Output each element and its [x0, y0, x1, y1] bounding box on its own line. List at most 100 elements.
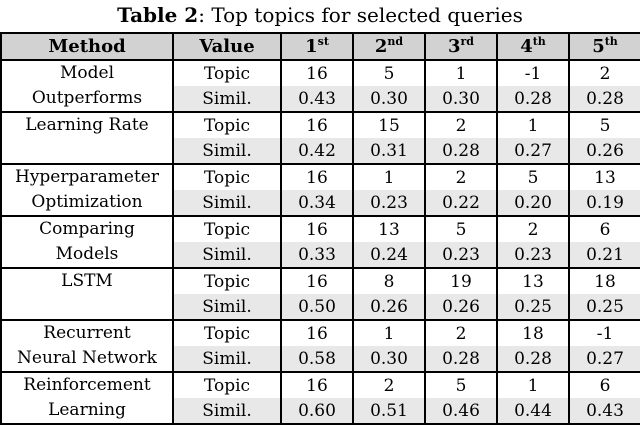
value-type-label: Topic [172, 215, 281, 242]
rank-ordinal-suffix: nd [387, 35, 404, 48]
column-header-value: Value [172, 33, 281, 61]
method-line: Neural Network [17, 348, 157, 368]
rank-number: 1 [305, 36, 318, 57]
topic-value-cell: 19 [424, 267, 497, 294]
topic-value-cell: 16 [280, 163, 353, 190]
simil-row: Simil. 0.58 0.30 0.28 0.28 0.27 [1, 346, 640, 372]
similarity-value-cell: 0.30 [352, 346, 425, 372]
value-type-label: Topic [172, 163, 281, 190]
topic-value-cell: 5 [496, 163, 569, 190]
similarity-value-cell: 0.51 [352, 398, 425, 424]
topic-value-cell: 2 [352, 371, 425, 398]
topic-row: Recurrent Neural Network Topic 16 1 2 18 -1 [0, 319, 640, 372]
topic-value-cell: 6 [568, 215, 640, 242]
method-line: Learning Rate [25, 115, 149, 135]
similarity-value-cell: 0.22 [424, 190, 497, 216]
similarity-value-cell: 0.27 [496, 138, 569, 164]
column-header-rank-1: 1st [280, 33, 353, 61]
column-header-rank-3: 3rd [424, 33, 497, 61]
topic-row: Model Outperforms Topic 16 5 1 -1 2 [0, 59, 640, 112]
value-type-label: Topic [172, 371, 281, 398]
topic-value-cell: 16 [280, 267, 353, 294]
simil-row: Simil. 0.34 0.23 0.22 0.20 0.19 [1, 190, 640, 216]
similarity-value-cell: 0.50 [280, 294, 353, 320]
similarity-value-cell: 0.23 [424, 242, 497, 268]
column-header-rank-4: 4th [496, 33, 569, 61]
similarity-value-cell: 0.26 [424, 294, 497, 320]
topic-value-cell: 1 [352, 163, 425, 190]
topic-value-cell: 1 [496, 371, 569, 398]
similarity-value-cell: 0.58 [280, 346, 353, 372]
topic-row: Comparing Models Topic 16 13 5 2 6 [0, 215, 640, 268]
topic-value-cell: 5 [352, 59, 425, 86]
topic-value-cell: 2 [496, 215, 569, 242]
value-type-label: Simil. [172, 86, 281, 112]
rank-number: 4 [520, 36, 533, 57]
method-cell: Model Outperforms [0, 59, 173, 112]
topic-value-cell: 16 [280, 215, 353, 242]
method-cell: Comparing Models [0, 215, 173, 268]
similarity-value-cell: 0.28 [424, 138, 497, 164]
topic-value-cell: 13 [496, 267, 569, 294]
method-cell: LSTM [0, 267, 173, 320]
topic-value-cell: -1 [496, 59, 569, 86]
similarity-value-cell: 0.43 [568, 398, 640, 424]
rank-ordinal-suffix: th [604, 35, 618, 48]
rank-number: 3 [447, 36, 461, 57]
topic-value-cell: 8 [352, 267, 425, 294]
value-type-label: Simil. [172, 294, 281, 320]
table-body: Model Outperforms Topic 16 5 1 -1 2 Simil. 0.43 0.… [0, 59, 640, 424]
similarity-value-cell: 0.31 [352, 138, 425, 164]
simil-row: Simil. 0.50 0.26 0.26 0.25 0.25 [1, 294, 640, 320]
method-line: Recurrent [43, 323, 131, 343]
topic-value-cell: 1 [352, 319, 425, 346]
topic-row: Reinforcement Learning Topic 16 2 5 1 6 [0, 371, 640, 424]
method-line: Hyperparameter [15, 167, 159, 187]
similarity-value-cell: 0.30 [424, 86, 497, 112]
topic-value-cell: 18 [568, 267, 640, 294]
topic-value-cell: 1 [424, 59, 497, 86]
method-cell: Reinforcement Learning [0, 371, 173, 424]
topic-value-cell: 5 [424, 371, 497, 398]
topic-value-cell: -1 [568, 319, 640, 346]
rank-number: 2 [374, 36, 388, 57]
method-cell: Recurrent Neural Network [0, 319, 173, 372]
topic-value-cell: 2 [424, 163, 497, 190]
similarity-value-cell: 0.21 [568, 242, 640, 268]
similarity-value-cell: 0.28 [568, 86, 640, 112]
column-header-rank-5: 5th [568, 33, 640, 61]
value-type-label: Topic [172, 59, 281, 86]
similarity-value-cell: 0.26 [568, 138, 640, 164]
similarity-value-cell: 0.28 [424, 346, 497, 372]
similarity-value-cell: 0.26 [352, 294, 425, 320]
rank-ordinal-suffix: rd [460, 35, 475, 48]
similarity-value-cell: 0.23 [496, 242, 569, 268]
method-line: Optimization [31, 192, 143, 212]
similarity-value-cell: 0.24 [352, 242, 425, 268]
similarity-value-cell: 0.60 [280, 398, 353, 424]
topic-value-cell: 2 [424, 111, 497, 138]
method-line: Learning [48, 400, 126, 420]
method-cell: Hyperparameter Optimization [0, 163, 173, 216]
simil-row: Simil. 0.43 0.30 0.30 0.28 0.28 [1, 86, 640, 112]
similarity-value-cell: 0.34 [280, 190, 353, 216]
table-caption: Table 2: Top topics for selected queries [0, 0, 640, 32]
simil-row: Simil. 0.33 0.24 0.23 0.23 0.21 [1, 242, 640, 268]
value-type-label: Simil. [172, 242, 281, 268]
similarity-value-cell: 0.25 [568, 294, 640, 320]
similarity-value-cell: 0.23 [352, 190, 425, 216]
rank-number: 5 [592, 36, 605, 57]
topic-value-cell: 16 [280, 319, 353, 346]
value-type-label: Simil. [172, 190, 281, 216]
rank-ordinal-suffix: th [532, 35, 546, 48]
topic-row: Learning Rate Topic 16 15 2 1 5 [0, 111, 640, 164]
similarity-value-cell: 0.33 [280, 242, 353, 268]
topic-value-cell: 1 [496, 111, 569, 138]
topic-value-cell: 18 [496, 319, 569, 346]
similarity-value-cell: 0.44 [496, 398, 569, 424]
topic-row: LSTM Topic 16 8 19 13 18 [0, 267, 640, 320]
value-type-label: Topic [172, 111, 281, 138]
simil-row: Simil. 0.42 0.31 0.28 0.27 0.26 [1, 138, 640, 164]
similarity-value-cell: 0.27 [568, 346, 640, 372]
